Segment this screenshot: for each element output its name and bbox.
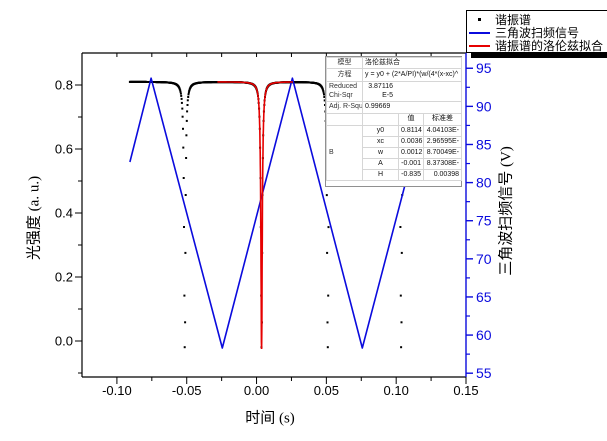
param-value: 0.0036 [398, 136, 424, 148]
chisq-label: Reduced Chi-Sqr [326, 81, 363, 102]
rsq-label: Adj. R-Squ [326, 101, 363, 114]
scatter-marker-icon [478, 18, 481, 21]
model-label: 模型 [326, 57, 363, 69]
param-stderr: 4.04103E- [422, 125, 463, 137]
table-row: B y0 0.8114 4.04103E- [326, 125, 463, 181]
y-axis-label-right: 三角波扫频信号 (V) [498, 146, 515, 276]
table-row: Reduced Chi-Sqr 3.87116 E-5 [326, 81, 463, 102]
svg-text:80: 80 [476, 175, 492, 191]
chisq-value: 3.87116 E-5 [361, 81, 463, 102]
legend-item-triangle-sweep: 三角波扫频信号 [467, 26, 607, 40]
table-row: H -0.835 0.00398 [327, 169, 463, 181]
svg-text:85: 85 [476, 136, 492, 152]
legend-shadow [471, 53, 607, 58]
svg-text:0.2: 0.2 [55, 270, 73, 285]
param-name: w [362, 147, 399, 159]
param-name: H [362, 169, 399, 181]
param-stderr: 8.70049E- [422, 147, 463, 159]
svg-text:0.15: 0.15 [453, 383, 478, 398]
param-value: 0.0012 [398, 147, 424, 159]
svg-text:70: 70 [476, 251, 492, 267]
svg-text:75: 75 [476, 213, 492, 229]
param-value: 0.8114 [398, 125, 424, 137]
table-row: 模型 洛伦兹拟合 [326, 57, 463, 69]
legend-label: 谐振谱 [495, 13, 532, 27]
svg-text:-0.10: -0.10 [102, 383, 132, 398]
svg-text:-0.05: -0.05 [172, 383, 202, 398]
param-stderr: 2.96595E- [422, 136, 463, 148]
svg-text:0.00: 0.00 [244, 383, 269, 398]
svg-text:90: 90 [476, 98, 492, 114]
legend-label: 谐振谱的洛伦兹拟合 [495, 39, 604, 53]
equation-label: 方程 [326, 68, 363, 82]
legend-item-lorentz-fit: 谐振谱的洛伦兹拟合 [467, 39, 607, 53]
line-swatch-icon [469, 44, 490, 47]
svg-text:0.8: 0.8 [55, 78, 73, 93]
y-axis-label-left: 光强度 (a. u.) [26, 175, 43, 261]
legend: 谐振谱 三角波扫频信号 谐振谱的洛伦兹拟合 [466, 10, 607, 53]
x-axis-label: 时间 (s) [245, 410, 295, 427]
legend-label: 三角波扫频信号 [495, 26, 580, 40]
svg-text:0.10: 0.10 [384, 383, 409, 398]
legend-item-resonance: 谐振谱 [467, 13, 607, 27]
svg-text:0.0: 0.0 [55, 334, 73, 349]
param-value: -0.835 [398, 169, 424, 181]
svg-text:60: 60 [476, 327, 492, 343]
table-row: Adj. R-Squ 0.99669 [326, 101, 463, 114]
svg-text:95: 95 [476, 60, 492, 76]
line-swatch-icon [469, 31, 490, 34]
param-name: y0 [362, 125, 399, 137]
equation-value: y = y0 + (2*A/PI)*(w/(4*(x-xc)^ [361, 68, 463, 82]
param-name: A [362, 158, 399, 170]
svg-text:0.4: 0.4 [55, 206, 73, 221]
svg-text:55: 55 [476, 365, 492, 381]
table-header-row: 值 标准差 [326, 113, 463, 126]
svg-text:65: 65 [476, 289, 492, 305]
param-value: -0.001 [398, 158, 424, 170]
column-header-stderr: 标准差 [422, 113, 463, 126]
svg-text:0.05: 0.05 [314, 383, 339, 398]
group-label: B [326, 125, 363, 181]
rsq-value: 0.99669 [361, 101, 463, 114]
param-stderr: 0.00398 [422, 169, 463, 181]
table-row: xc 0.0036 2.96595E- [327, 136, 463, 148]
fit-parameter-table: 模型 洛伦兹拟合 方程 y = y0 + (2*A/PI)*(w/(4*(x-x… [325, 56, 463, 187]
table-row: 方程 y = y0 + (2*A/PI)*(w/(4*(x-xc)^ [326, 68, 463, 82]
param-stderr: 8.37308E- [422, 158, 463, 170]
svg-text:0.6: 0.6 [55, 142, 73, 157]
param-name: xc [362, 136, 399, 148]
column-header-value: 值 [398, 113, 424, 126]
model-value: 洛伦兹拟合 [361, 57, 463, 69]
